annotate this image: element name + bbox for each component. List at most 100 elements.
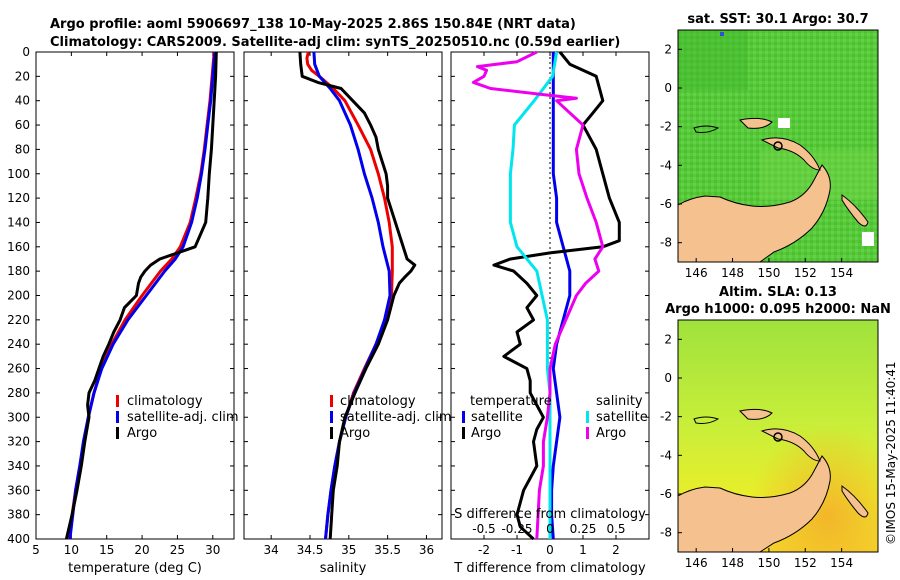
depth-tick-label: 220 bbox=[7, 313, 30, 327]
lon-tick-label: 152 bbox=[794, 556, 817, 570]
legend-label-satellite: satellite-adj. clim bbox=[340, 410, 452, 425]
legend-label-t-argo: Argo bbox=[471, 426, 501, 441]
depth-tick-label: 280 bbox=[7, 386, 30, 400]
x-tick-label: 2 bbox=[612, 543, 620, 557]
lon-tick-label: 146 bbox=[685, 556, 708, 570]
x-tick-label: 30 bbox=[205, 543, 220, 557]
legend-label-satellite: satellite-adj. clim bbox=[127, 410, 239, 425]
lat-tick-label: -6 bbox=[660, 487, 672, 501]
new-britain-land bbox=[760, 137, 821, 171]
bougainville-land bbox=[841, 485, 869, 518]
sla-map-panel: Altim. SLA: 0.13 Argo h1000: 0.095 h2000… bbox=[660, 285, 891, 570]
lon-tick-label: 148 bbox=[721, 556, 744, 570]
depth-tick-label: 320 bbox=[7, 435, 30, 449]
s-diff-tick-label: 0 bbox=[546, 522, 554, 536]
no-data-pixel bbox=[862, 232, 874, 246]
new-britain-land bbox=[760, 428, 821, 462]
lon-tick-label: 154 bbox=[830, 556, 853, 570]
lat-tick-label: -2 bbox=[660, 120, 672, 134]
lon-tick-label: 152 bbox=[794, 266, 817, 280]
bougainville-land bbox=[841, 194, 869, 227]
sla-map-frame bbox=[677, 319, 879, 553]
sst-warm-patch bbox=[678, 30, 748, 90]
s-diff-tick-label: 0.5 bbox=[606, 522, 625, 536]
new-guinea-land bbox=[677, 455, 831, 553]
lat-tick-label: 2 bbox=[664, 332, 672, 346]
legend-title-salinity: salinity bbox=[596, 394, 643, 409]
x-tick-label: 10 bbox=[64, 543, 79, 557]
legend-mark-satellite bbox=[330, 411, 333, 423]
depth-tick-label: 380 bbox=[7, 508, 30, 522]
x-tick-label: -2 bbox=[478, 543, 490, 557]
series-argo bbox=[298, 51, 417, 540]
temperature-ticks: 0 20 40 60 80 100 120 140 160 180 200 220 240 260 280 3… bbox=[7, 45, 234, 557]
depth-tick-label: 260 bbox=[7, 362, 30, 376]
reef-outline bbox=[693, 125, 720, 133]
title-line-2: Climatology: CARS2009. Satellite-adj cli… bbox=[50, 35, 620, 50]
lat-tick-label: -4 bbox=[660, 448, 672, 462]
depth-tick-label: 180 bbox=[7, 264, 30, 278]
lat-tick-label: -8 bbox=[660, 236, 672, 250]
title-line-1: Argo profile: aoml 5906697_138 10-May-20… bbox=[50, 17, 576, 32]
x-tick-label: 20 bbox=[134, 543, 149, 557]
salinity-axes bbox=[243, 51, 443, 540]
lat-tick-label: 0 bbox=[664, 81, 672, 95]
x-tick-label: 0 bbox=[546, 543, 554, 557]
x-tick-label: 36 bbox=[419, 543, 434, 557]
legend-mark-t-satellite bbox=[462, 411, 465, 423]
s-diff-tick-label: -0.25 bbox=[501, 522, 532, 536]
temperature-panel: 0 20 40 60 80 100 120 140 160 180 200 220 240 260 280 3… bbox=[7, 45, 239, 576]
legend-label-t-satellite: satellite bbox=[471, 410, 523, 425]
salinity-xlabel: salinity bbox=[320, 561, 367, 576]
sla-map-title-1: Altim. SLA: 0.13 bbox=[719, 285, 837, 300]
series-s-satellite bbox=[508, 51, 559, 539]
watermark: ©IMOS 15-May-2025 11:40:41 bbox=[884, 361, 898, 545]
island-land bbox=[738, 117, 773, 129]
depth-tick-label: 60 bbox=[15, 118, 30, 132]
depth-tick-label: 240 bbox=[7, 337, 30, 351]
x-tick-label: -1 bbox=[511, 543, 523, 557]
lon-tick-label: 150 bbox=[757, 556, 780, 570]
legend-label-climatology: climatology bbox=[127, 394, 203, 409]
legend-mark-t-argo bbox=[462, 427, 465, 439]
argo-position-marker bbox=[773, 141, 783, 151]
legend-mark-s-satellite bbox=[586, 411, 589, 423]
s-diff-tick-label: -0.5 bbox=[472, 522, 495, 536]
legend-mark-climatology bbox=[116, 395, 119, 407]
legend-mark-argo bbox=[330, 427, 333, 439]
legend-label-climatology: climatology bbox=[340, 394, 416, 409]
difference-panel: -2 -1 0 1 2 T difference from climatology S … bbox=[450, 50, 650, 576]
legend-label-s-satellite: satellite bbox=[596, 410, 648, 425]
salinity-difference-ticks: -0.5 -0.25 0 0.25 0.5 bbox=[472, 522, 625, 536]
depth-tick-label: 400 bbox=[7, 532, 30, 546]
depth-tick-label: 20 bbox=[15, 69, 30, 83]
island-land bbox=[738, 408, 773, 420]
series-t-argo bbox=[492, 51, 621, 541]
series-t-satellite bbox=[550, 52, 572, 540]
salinity-difference-label: S difference from climatology bbox=[454, 507, 646, 522]
lat-tick-label: -4 bbox=[660, 158, 672, 172]
salinity-ticks: 34 34.5 35 35.5 36 bbox=[244, 51, 442, 557]
lat-tick-label: 0 bbox=[664, 371, 672, 385]
x-tick-label: 35.5 bbox=[374, 543, 401, 557]
lon-tick-label: 148 bbox=[721, 266, 744, 280]
x-tick-label: 5 bbox=[32, 543, 40, 557]
temperature-legend: climatology satellite-adj. clim Argo bbox=[116, 394, 239, 441]
sst-map-ticks: 146 148 150 152 154 2 0 -2 -4 -6 -8 bbox=[660, 42, 853, 280]
sla-map-title-2: Argo h1000: 0.095 h2000: NaN bbox=[665, 302, 891, 317]
depth-tick-label: 360 bbox=[7, 483, 30, 497]
series-s-argo bbox=[471, 50, 605, 540]
argo-position-marker bbox=[773, 432, 783, 442]
depth-tick-label: 40 bbox=[15, 94, 30, 108]
legend-mark-climatology bbox=[330, 395, 333, 407]
difference-xlabel: T difference from climatology bbox=[453, 561, 646, 576]
difference-ticks: -2 -1 0 1 2 bbox=[451, 51, 649, 557]
legend-label-s-argo: Argo bbox=[596, 426, 626, 441]
sla-map-ticks: 146 148 150 152 154 2 0 -2 -4 -6 -8 bbox=[660, 332, 853, 570]
lon-tick-label: 146 bbox=[685, 266, 708, 280]
lat-tick-label: -8 bbox=[660, 526, 672, 540]
no-data-pixel bbox=[778, 118, 790, 128]
temperature-series bbox=[64, 51, 218, 540]
sst-map-title: sat. SST: 30.1 Argo: 30.7 bbox=[687, 12, 868, 27]
